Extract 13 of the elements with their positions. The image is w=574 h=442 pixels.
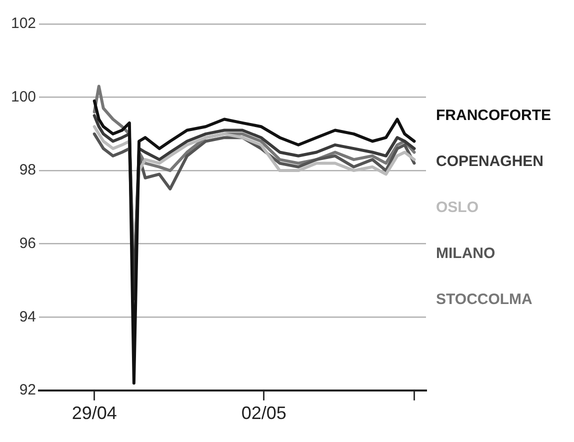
y-tick-label: 96	[19, 234, 36, 252]
x-tick-label: 29/04	[72, 403, 117, 424]
text: STOCCOLMA	[436, 290, 534, 310]
series-label: COPENAGHEN	[436, 152, 545, 172]
y-tick-label: 102	[10, 15, 36, 32]
text: MILANO	[436, 244, 496, 264]
y-tick-label: 98	[19, 162, 36, 179]
y-tick-label: 94	[19, 308, 36, 326]
y-tick-label: 100	[10, 88, 36, 106]
text: OSLO	[436, 198, 480, 218]
y-tick-label: 92	[19, 382, 36, 399]
x-tick-label: 02/05	[241, 403, 286, 424]
series-label: FRANCOFORTE	[436, 106, 552, 126]
